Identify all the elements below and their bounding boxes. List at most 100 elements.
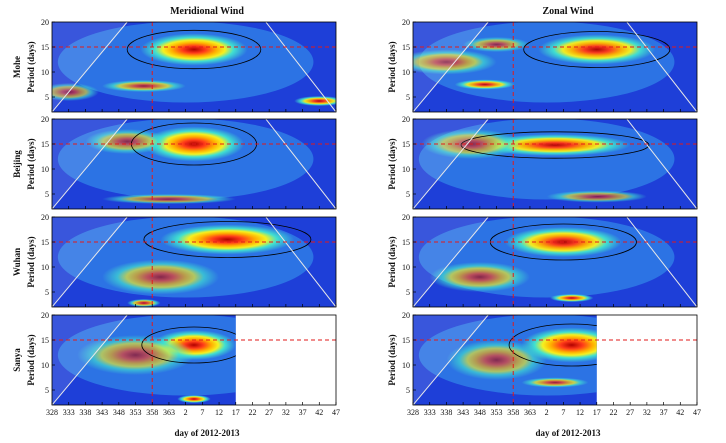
column-title-zonal: Zonal Wind	[542, 6, 593, 17]
x-tick-label: 17	[593, 408, 601, 417]
y-tick-label: 10	[41, 165, 49, 174]
coi-left	[52, 119, 128, 209]
significance-contour	[508, 323, 597, 367]
coi-left	[52, 217, 128, 307]
panel-beijing-zonal: 5 10 15 20 Period (days)	[387, 115, 698, 210]
y-tick-label: 5	[406, 288, 410, 297]
panel-sanya-meridional: 5 10 15 20 Period (days) Sanya 328 333 338 343 348…	[12, 311, 340, 417]
x-tick-label: 17	[232, 408, 240, 417]
y-tick-label: 15	[402, 238, 410, 247]
y-axis-label: Period (days)	[26, 334, 36, 385]
x-tick-label: 333	[63, 408, 75, 417]
x-tick-label: 348	[474, 408, 486, 417]
y-tick-label: 5	[406, 386, 410, 395]
panel-frame	[412, 314, 698, 406]
station-label: Wuhan	[12, 248, 22, 276]
x-tick-label: 343	[96, 408, 108, 417]
y-tick-label: 10	[41, 361, 49, 370]
y-tick-label: 15	[41, 238, 49, 247]
panel-frame	[412, 216, 698, 308]
x-tick-label: 348	[113, 408, 125, 417]
significance-contour	[126, 29, 262, 70]
x-tick-label: 338	[79, 408, 91, 417]
x-tick-label: 42	[676, 408, 684, 417]
x-tick-label: 358	[507, 408, 519, 417]
power-blob-0	[160, 224, 295, 255]
x-tick-label: 27	[265, 408, 273, 417]
panel-frame	[412, 21, 698, 113]
x-tick-label: 27	[626, 408, 634, 417]
coi-right	[626, 22, 697, 112]
y-axis-label: Period (days)	[387, 41, 397, 92]
y-tick-label: 15	[41, 336, 49, 345]
power-blob-1	[85, 129, 169, 154]
y-tick-label: 15	[41, 43, 49, 52]
y-axis-label: Period (days)	[387, 334, 397, 385]
power-blob-1	[177, 395, 211, 403]
x-tick-label: 7	[561, 408, 565, 417]
panel-wuhan-zonal: 5 10 15 20 Period (days)	[387, 213, 698, 308]
x-tick-label: 37	[299, 408, 307, 417]
x-tick-label: 22	[248, 408, 256, 417]
y-tick-label: 15	[402, 140, 410, 149]
x-tick-label: 7	[200, 408, 204, 417]
x-tick-label: 42	[315, 408, 323, 417]
x-tick-label: 37	[660, 408, 668, 417]
x-tick-label: 32	[643, 408, 651, 417]
power-blob-0	[140, 33, 248, 66]
panel-frame	[51, 314, 337, 406]
coi-right	[266, 315, 336, 405]
significance-contour	[523, 31, 671, 68]
power-blob-2	[102, 194, 236, 204]
power-blob-2	[446, 340, 547, 380]
coi-right	[627, 315, 697, 405]
significance-contour	[141, 326, 236, 364]
x-tick-label: 47	[693, 408, 701, 417]
power-blob-0	[538, 34, 656, 65]
coi-left	[413, 315, 489, 405]
x-tick-label: 47	[332, 408, 340, 417]
y-tick-label: 10	[41, 68, 49, 77]
y-tick-label: 20	[402, 213, 410, 222]
x-tick-label: 353	[130, 408, 142, 417]
power-blob-2	[127, 299, 161, 307]
panel-frame	[412, 118, 698, 210]
y-tick-label: 20	[402, 311, 410, 320]
coi-right	[265, 119, 336, 209]
y-tick-label: 5	[45, 288, 49, 297]
panel-frame	[51, 118, 337, 210]
x-tick-label: 338	[440, 408, 452, 417]
x-tick-label: 333	[424, 408, 436, 417]
y-tick-label: 5	[406, 93, 410, 102]
coi-left	[52, 22, 128, 112]
y-tick-label: 5	[406, 190, 410, 199]
y-tick-label: 20	[41, 18, 49, 27]
y-tick-label: 20	[41, 311, 49, 320]
power-blob-2	[546, 190, 647, 203]
y-tick-label: 20	[41, 213, 49, 222]
coi-right	[626, 119, 697, 209]
y-axis-label: Period (days)	[26, 41, 36, 92]
y-tick-label: 10	[41, 263, 49, 272]
x-tick-label: 32	[282, 408, 290, 417]
x-tick-label: 328	[407, 408, 419, 417]
y-tick-label: 15	[402, 336, 410, 345]
y-tick-label: 15	[402, 43, 410, 52]
coi-left	[413, 119, 489, 209]
coi-right	[626, 217, 697, 307]
panel-sanya-zonal: 5 10 15 20 Period (days) 328 333 338 343 348 353 35…	[387, 311, 701, 417]
x-tick-label: 343	[457, 408, 469, 417]
panel-frame	[51, 21, 337, 113]
panel-wuhan-meridional: 5 10 15 20 Period (days) Wuhan	[12, 213, 337, 308]
panels-layer: 5 10 15 20 Period (days) Mohe 5 10 15 20 Period (d…	[12, 18, 701, 417]
x-axis-label-left: day of 2012-2013	[175, 428, 240, 438]
power-blob-1	[102, 259, 220, 295]
panel-mohe-zonal: 5 10 15 20 Period (days)	[387, 18, 698, 113]
x-tick-label: 2	[545, 408, 549, 417]
station-label: Sanya	[12, 348, 22, 372]
panel-beijing-meridional: 5 10 15 20 Period (days) Beijing	[12, 115, 337, 210]
x-tick-label: 358	[146, 408, 158, 417]
panel-frame	[51, 216, 337, 308]
coi-left	[413, 217, 489, 307]
coi-left	[52, 315, 128, 405]
